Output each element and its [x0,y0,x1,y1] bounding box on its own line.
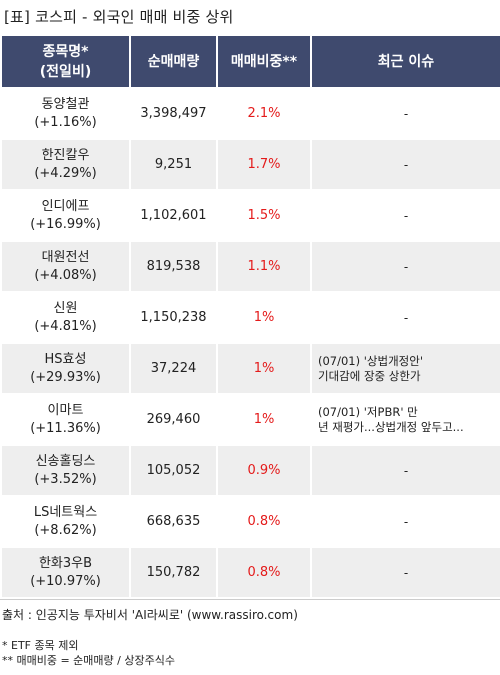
net-volume-cell: 1,150,238 [131,293,216,342]
table-row: 한화3우B (+10.97%) 150,782 0.8% - [2,548,500,597]
recent-issue-cell: - [312,548,500,597]
recent-issue-line1: (07/01) '저PBR' 만 [318,404,418,419]
recent-issue-line1: - [403,208,409,223]
stock-change: (+8.62%) [34,522,97,538]
footnote-ratio: ** 매매비중 = 순매매량 / 상장주식수 [2,654,175,667]
stock-name-cell: 신원 (+4.81%) [2,293,129,342]
table-row: 한진칼우 (+4.29%) 9,251 1.7% - [2,140,500,189]
header-stock-name-line1: 종목명* [42,43,89,60]
recent-issue-line1: - [403,310,409,325]
stock-name-cell: 신송홀딩스 (+3.52%) [2,446,129,495]
recent-issue-cell: - [312,446,500,495]
net-volume-cell: 150,782 [131,548,216,597]
header-stock-name: 종목명* (전일비) [2,36,129,87]
recent-issue-line1: - [403,157,409,172]
recent-issue-line1: - [403,565,409,580]
trade-ratio-cell: 1.1% [218,242,310,291]
net-volume-cell: 37,224 [131,344,216,393]
table-row: 인디에프 (+16.99%) 1,102,601 1.5% - [2,191,500,240]
table-row: 대원전선 (+4.08%) 819,538 1.1% - [2,242,500,291]
recent-issue-line1: - [403,106,409,121]
table-row: 신송홀딩스 (+3.52%) 105,052 0.9% - [2,446,500,495]
stock-change: (+4.29%) [34,165,97,181]
table-header-row: 종목명* (전일비) 순매매량 매매비중** 최근 이슈 [2,36,500,87]
stock-name: HS효성 [44,351,87,367]
stock-name-cell: 동양철관 (+1.16%) [2,89,129,138]
header-stock-name-line2: (전일비) [39,63,92,80]
header-trade-ratio: 매매비중** [218,36,310,87]
table-row: HS효성 (+29.93%) 37,224 1% (07/01) '상법개정안' 기대감에… [2,344,500,393]
stock-name: 신송홀딩스 [35,453,96,469]
stock-name-cell: LS네트웍스 (+8.62%) [2,497,129,546]
net-volume-cell: 9,251 [131,140,216,189]
stock-name-cell: 한진칼우 (+4.29%) [2,140,129,189]
stock-name: 한화3우B [38,555,93,571]
trade-ratio-cell: 1% [218,344,310,393]
stock-change: (+10.97%) [30,573,101,589]
recent-issue-line1: - [403,259,409,274]
stock-name-cell: 대원전선 (+4.08%) [2,242,129,291]
stock-name-cell: 인디에프 (+16.99%) [2,191,129,240]
stock-name: 이마트 [47,402,84,418]
stock-change: (+4.81%) [34,318,97,334]
trade-ratio-cell: 0.8% [218,497,310,546]
trade-ratio-cell: 2.1% [218,89,310,138]
recent-issue-line2: 기대감에 장중 상한가 [318,368,421,383]
net-volume-cell: 105,052 [131,446,216,495]
recent-issue-cell: - [312,293,500,342]
header-recent-issue: 최근 이슈 [312,36,500,87]
stock-name: 신원 [53,300,78,316]
recent-issue-cell: - [312,89,500,138]
stock-name: LS네트웍스 [33,504,98,520]
trade-ratio-cell: 0.8% [218,548,310,597]
net-volume-cell: 819,538 [131,242,216,291]
footnote-etf: * ETF 종목 제외 [2,639,79,652]
stock-change: (+11.36%) [30,420,101,436]
stock-name: 한진칼우 [41,147,90,163]
trade-ratio-cell: 1% [218,395,310,444]
recent-issue-line2: 년 재평가...상법개정 앞두고... [318,419,464,434]
trade-ratio-cell: 1.7% [218,140,310,189]
recent-issue-cell: - [312,191,500,240]
page-title: [표] 코스피 - 외국인 매매 비중 상위 [4,8,234,26]
recent-issue-cell: - [312,140,500,189]
trade-ratio-cell: 1.5% [218,191,310,240]
recent-issue-cell: (07/01) '상법개정안' 기대감에 장중 상한가 [312,344,500,393]
divider [0,599,500,600]
stock-change: (+3.52%) [34,471,97,487]
foreign-trading-table: 종목명* (전일비) 순매매량 매매비중** 최근 이슈 동양철관 (+1.16%… [0,34,500,599]
source-note: 출처 : 인공지능 투자비서 'AI라씨로' (www.rassiro.com) [2,608,298,622]
stock-change: (+1.16%) [34,114,97,130]
recent-issue-line1: (07/01) '상법개정안' [318,353,423,368]
recent-issue-cell: - [312,497,500,546]
recent-issue-cell: - [312,242,500,291]
stock-name-cell: 한화3우B (+10.97%) [2,548,129,597]
net-volume-cell: 269,460 [131,395,216,444]
net-volume-cell: 3,398,497 [131,89,216,138]
table-row: 신원 (+4.81%) 1,150,238 1% - [2,293,500,342]
recent-issue-line1: - [403,463,409,478]
recent-issue-line1: - [403,514,409,529]
trade-ratio-cell: 1% [218,293,310,342]
stock-name: 동양철관 [41,96,90,112]
net-volume-cell: 668,635 [131,497,216,546]
stock-name-cell: 이마트 (+11.36%) [2,395,129,444]
trade-ratio-cell: 0.9% [218,446,310,495]
header-net-volume: 순매매량 [131,36,216,87]
stock-change: (+29.93%) [30,369,101,385]
stock-name-cell: HS효성 (+29.93%) [2,344,129,393]
stock-name: 대원전선 [41,249,90,265]
table-row: 동양철관 (+1.16%) 3,398,497 2.1% - [2,89,500,138]
stock-name: 인디에프 [41,198,90,214]
net-volume-cell: 1,102,601 [131,191,216,240]
stock-change: (+4.08%) [34,267,97,283]
stock-change: (+16.99%) [30,216,101,232]
table-row: LS네트웍스 (+8.62%) 668,635 0.8% - [2,497,500,546]
